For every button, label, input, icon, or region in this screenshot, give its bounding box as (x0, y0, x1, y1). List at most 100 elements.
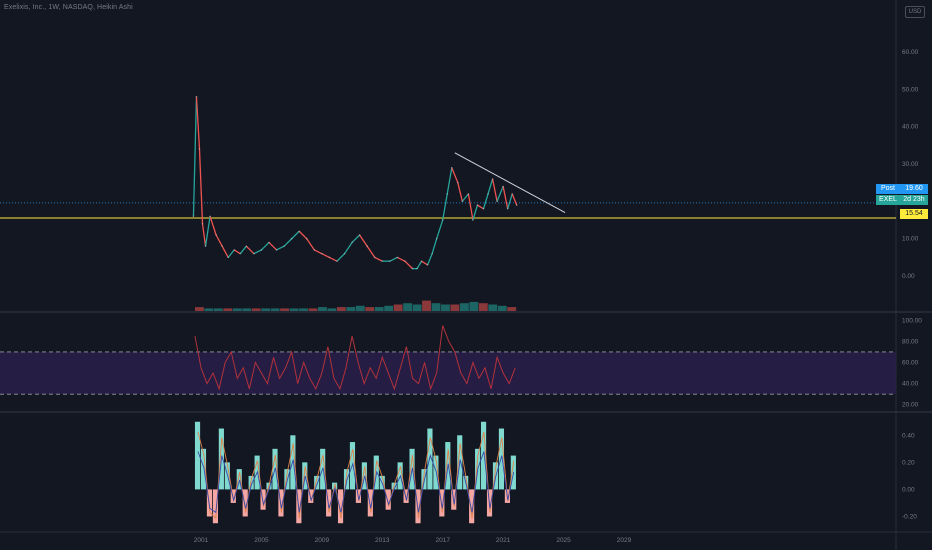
time-axis-tick-5: 2021 (496, 537, 511, 544)
rsi-axis-tick-0: 100.00 (902, 317, 922, 324)
price-point-18 (298, 230, 300, 232)
momentum-bar-32 (385, 489, 391, 510)
price-segment-23 (336, 253, 345, 262)
volume-bar-22 (403, 303, 413, 311)
price-segment-34 (416, 260, 423, 269)
price-segment-24 (343, 242, 353, 255)
volume-bar-32 (497, 305, 507, 311)
price-segment-45 (472, 204, 479, 221)
post-value-tag: 19.60 (900, 184, 928, 194)
price-point-53 (511, 193, 513, 195)
price-segment-27 (366, 245, 376, 258)
price-point-15 (275, 249, 278, 251)
price-point-3 (201, 223, 204, 225)
price-segment-41 (451, 167, 459, 183)
price-point-52 (506, 208, 509, 210)
price-point-46 (476, 204, 479, 206)
volume-bar-6 (251, 308, 261, 311)
price-segment-46 (477, 204, 484, 210)
price-point-0 (192, 215, 195, 218)
price-segment-38 (436, 219, 444, 239)
price-segment-37 (431, 238, 438, 254)
momentum-bar-24 (337, 489, 344, 524)
volume-bar-33 (507, 307, 517, 311)
price-point-12 (253, 252, 255, 255)
price-segment-9 (233, 249, 241, 255)
volume-bar-10 (289, 308, 299, 311)
momentum-bar-38 (421, 469, 427, 490)
rsi-axis-tick-1: 80.00 (902, 338, 919, 345)
price-segment-35 (421, 260, 428, 266)
volume-bar-27 (450, 304, 460, 311)
volume-bar-12 (308, 308, 318, 311)
price-point-29 (381, 260, 383, 262)
volume-bar-20 (384, 305, 394, 311)
price-segment-11 (245, 245, 255, 255)
momentum-axis-tick-3: -0.20 (902, 513, 917, 520)
post-label-tag: Post (876, 184, 900, 194)
price-point-40 (446, 193, 448, 195)
price-point-41 (451, 167, 453, 169)
price-point-31 (396, 256, 399, 259)
trendline (454, 152, 566, 214)
momentum-signal-orange (197, 431, 515, 520)
volume-bar-9 (280, 308, 289, 311)
volume-bar-1 (204, 308, 214, 311)
price-point-22 (328, 256, 331, 259)
time-axis-tick-3: 2013 (375, 537, 390, 544)
price-point-44 (467, 193, 470, 195)
price-segment-7 (221, 245, 229, 258)
volume-bar-8 (270, 308, 280, 311)
momentum-bar-51 (498, 428, 505, 490)
price-segment-40 (446, 167, 453, 195)
price-point-6 (215, 234, 217, 236)
chart-title: Exelixis, Inc., 1W, NASDAQ, Heikin Ashi (4, 4, 133, 11)
price-segment-12 (253, 249, 262, 255)
momentum-signal-blue (197, 451, 515, 514)
time-axis-tick-1: 2005 (254, 537, 269, 544)
price-segment-6 (215, 234, 223, 247)
price-point-5 (209, 215, 211, 218)
price-point-26 (358, 234, 361, 236)
price-axis-tick-2: 40.00 (902, 124, 919, 131)
time-axis-tick-6: 2025 (556, 537, 571, 544)
price-point-32 (404, 260, 406, 262)
volume-bar-14 (327, 308, 337, 311)
price-axis-tick-6: 0.00 (902, 273, 915, 280)
price-segment-28 (374, 256, 383, 262)
price-segment-2 (198, 149, 204, 224)
volume-bar-11 (299, 308, 308, 311)
momentum-axis-tick-2: 0.00 (902, 486, 915, 493)
price-segment-50 (496, 186, 504, 202)
price-segment-19 (306, 238, 315, 251)
ticker-label-tag: EXEL (876, 195, 900, 205)
price-segment-21 (321, 253, 330, 259)
price-point-1 (195, 96, 198, 98)
volume-bar-24 (422, 300, 431, 311)
price-point-21 (321, 252, 323, 255)
volume-bar-18 (365, 307, 375, 311)
momentum-bar-20 (314, 475, 320, 490)
price-segment-51 (502, 186, 509, 209)
time-axis-tick-4: 2017 (435, 537, 450, 544)
price-segment-32 (404, 260, 413, 270)
price-axis-tick-3: 30.00 (902, 161, 919, 168)
price-point-23 (336, 260, 338, 262)
price-point-20 (313, 249, 316, 251)
ticker-value-tag: 2d 23h (900, 195, 928, 205)
volume-bar-30 (478, 303, 488, 311)
price-segment-48 (487, 178, 494, 195)
price-segment-18 (298, 230, 308, 240)
price-segment-17 (291, 230, 300, 240)
rsi-line (194, 325, 516, 391)
price-segment-8 (227, 249, 235, 258)
time-axis-tick-2: 2009 (315, 537, 330, 544)
price-segment-14 (268, 242, 277, 251)
currency-badge[interactable]: USD (905, 6, 925, 18)
price-axis-tick-0: 60.00 (902, 49, 919, 56)
price-segment-3 (201, 223, 207, 247)
price-segment-5 (209, 216, 217, 236)
price-segment-47 (482, 193, 489, 210)
volume-bar-5 (242, 308, 252, 311)
